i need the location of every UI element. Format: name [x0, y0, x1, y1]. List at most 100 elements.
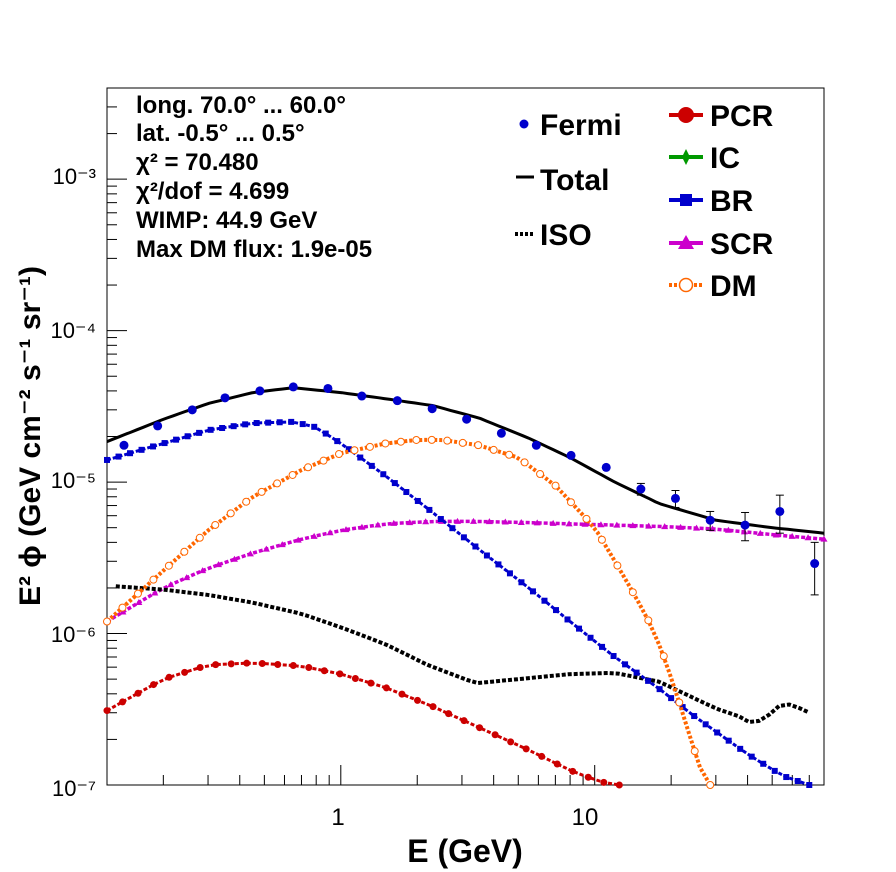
br-point: [173, 436, 180, 443]
fermi-point: [323, 383, 333, 393]
scr-point: [278, 541, 286, 548]
fermi-point: [187, 405, 197, 415]
pcr-point: [196, 663, 204, 671]
pcr-point: [584, 773, 592, 781]
scr-point: [581, 520, 589, 527]
scr-point: [629, 522, 637, 529]
br-point: [529, 588, 536, 595]
br-point: [771, 767, 778, 774]
dm-point: [288, 470, 297, 479]
br-point: [449, 525, 456, 532]
scr-point: [454, 517, 462, 524]
dm-point: [659, 652, 668, 661]
dm-point: [566, 498, 575, 507]
scr-point: [294, 536, 302, 543]
dm-point: [520, 458, 529, 467]
br-point: [380, 471, 387, 478]
br-point: [645, 677, 652, 684]
legend-fermi-label: Fermi: [540, 109, 622, 142]
dm-point: [443, 436, 452, 445]
br-point: [460, 534, 467, 541]
dm-point: [489, 445, 498, 454]
legend-fermi-marker: [519, 119, 529, 129]
br-point: [633, 669, 640, 676]
dm-point: [319, 456, 328, 465]
scr-point: [772, 531, 780, 538]
br-point: [576, 625, 583, 632]
total-line: [106, 386, 825, 535]
br-point: [426, 506, 433, 513]
dm-point: [273, 479, 282, 488]
dm-line: [105, 437, 712, 787]
br-point: [104, 456, 110, 463]
legend-pcr-label: PCR: [710, 100, 774, 133]
scr-point: [135, 599, 143, 606]
x-tick-label-10: 10: [572, 804, 599, 831]
series-br: [104, 418, 813, 788]
dm-point: [597, 535, 606, 544]
pcr-point: [429, 703, 437, 711]
legend-ic-label: IC: [710, 142, 740, 175]
br-point: [138, 446, 145, 453]
legend-dm-label: DM: [710, 270, 757, 303]
dm-point: [644, 616, 653, 625]
dm-point: [226, 509, 235, 518]
y-tick-label-1e-7: 10⁻⁷: [52, 776, 96, 801]
x-tick-label-1: 1: [331, 804, 344, 831]
scr-point: [342, 526, 350, 533]
scr-point: [740, 528, 748, 535]
dm-point: [242, 497, 251, 506]
dm-point: [211, 520, 220, 529]
br-point: [368, 462, 375, 469]
dm-point: [582, 514, 591, 523]
pcr-point: [212, 661, 220, 669]
legend-scr-marker: [678, 235, 694, 249]
dm-point: [427, 435, 436, 444]
scr-point: [215, 561, 223, 568]
fit-info: long. 70.0° ... 60.0° lat. -0.5° ... 0.5…: [136, 92, 372, 263]
dm-point: [180, 547, 189, 556]
dm-point: [365, 442, 374, 451]
annotation-longitude: long. 70.0° ... 60.0°: [136, 92, 346, 119]
fermi-point: [531, 440, 541, 450]
dm-point: [458, 438, 467, 447]
fermi-point: [119, 440, 129, 450]
pcr-point: [382, 684, 390, 692]
br-point: [437, 516, 444, 523]
pcr-point: [258, 660, 266, 668]
legend-total-label: Total: [540, 164, 609, 197]
y-tick-label-1e-3: 10⁻³: [53, 164, 96, 189]
br-point: [518, 579, 525, 586]
legend-left: Fermi Total ISO: [515, 109, 622, 252]
pcr-point: [227, 660, 235, 668]
pcr-point: [398, 690, 406, 698]
scr-point: [262, 545, 270, 552]
pcr-point: [165, 673, 173, 681]
br-point: [622, 661, 629, 668]
dm-point: [195, 533, 204, 542]
annotation-wimp: WIMP: 44.9 GeV: [136, 207, 317, 234]
scr-point: [613, 521, 621, 528]
scr-point: [151, 589, 159, 596]
pcr-point: [103, 707, 111, 715]
scr-point: [677, 523, 685, 530]
scr-point: [199, 567, 207, 574]
pcr-point: [600, 778, 608, 786]
dm-point: [304, 463, 313, 472]
br-point: [599, 643, 606, 650]
fermi-point: [810, 559, 820, 569]
scr-point: [469, 517, 477, 524]
scr-point: [485, 518, 493, 525]
pcr-point: [150, 681, 158, 689]
br-point: [127, 450, 134, 457]
br-point: [656, 686, 663, 693]
br-point: [242, 421, 249, 428]
br-point: [219, 425, 226, 432]
dm-point: [381, 439, 390, 448]
fermi-point: [705, 515, 715, 525]
br-point: [587, 634, 594, 641]
fermi-point: [255, 386, 265, 396]
scr-point: [390, 519, 398, 526]
br-point: [725, 737, 732, 744]
